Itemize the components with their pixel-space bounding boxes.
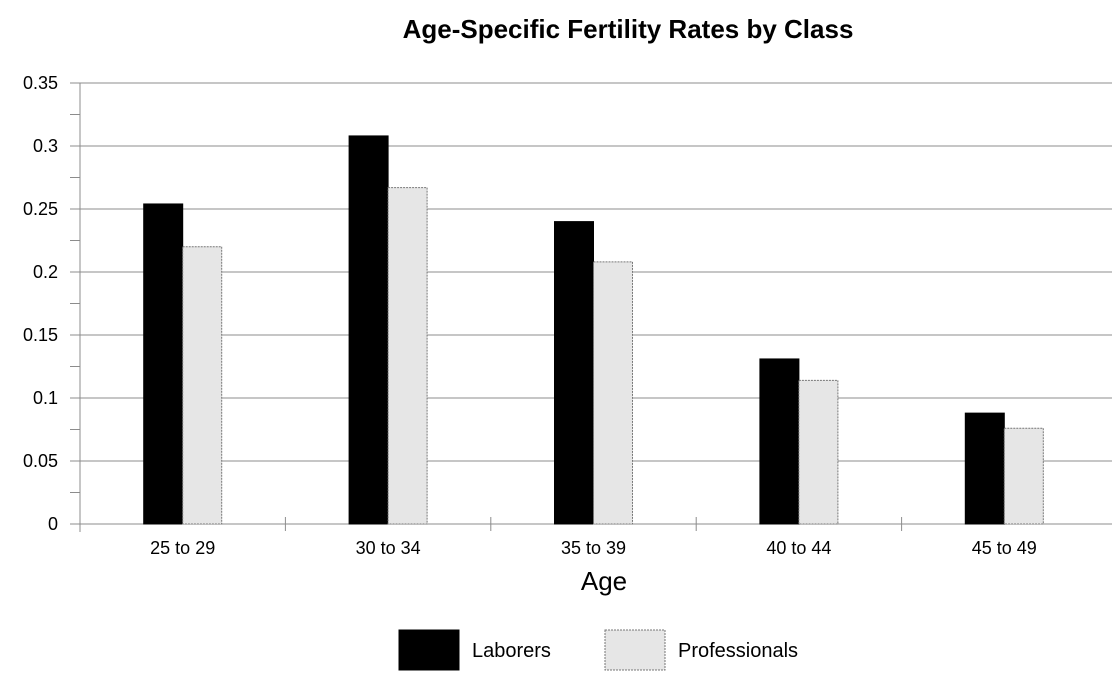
x-tick-label: 35 to 39 — [561, 538, 626, 558]
x-tick-label: 25 to 29 — [150, 538, 215, 558]
bar-professionals — [593, 261, 633, 525]
bar-professionals — [798, 379, 839, 525]
bar-laborers — [759, 358, 800, 525]
y-tick-label: 0.3 — [33, 136, 58, 156]
legend: Laborers Professionals — [398, 629, 798, 671]
bar-professionals — [387, 187, 428, 525]
legend-swatch-laborers — [398, 629, 460, 671]
bar-laborers — [554, 221, 594, 525]
x-axis-label: Age — [581, 566, 627, 596]
legend-swatch-professionals — [604, 629, 666, 671]
bar-laborers — [964, 412, 1005, 525]
x-tick-label: 30 to 34 — [356, 538, 421, 558]
y-tick-label: 0.15 — [23, 325, 58, 345]
chart-title: Age-Specific Fertility Rates by Class — [403, 14, 854, 44]
legend-label-professionals: Professionals — [678, 640, 798, 662]
y-tick-label: 0.25 — [23, 199, 58, 219]
legend-label-laborers: Laborers — [472, 640, 551, 662]
x-tick-label: 45 to 49 — [972, 538, 1037, 558]
y-tick-label: 0.1 — [33, 388, 58, 408]
x-tick-label: 40 to 44 — [766, 538, 831, 558]
y-tick-label: 0.35 — [23, 73, 58, 93]
bars — [143, 135, 1044, 525]
bar-laborers — [348, 135, 389, 525]
y-axis: 0 0.05 0.1 0.15 0.2 0.25 0.3 0.35 — [23, 73, 81, 534]
y-tick-label: 0.2 — [33, 262, 58, 282]
y-tick-label: 0 — [48, 514, 58, 534]
bar-professionals — [182, 246, 223, 525]
bar-professionals — [1003, 427, 1044, 525]
bar-laborers — [143, 203, 184, 525]
y-tick-label: 0.05 — [23, 451, 58, 471]
